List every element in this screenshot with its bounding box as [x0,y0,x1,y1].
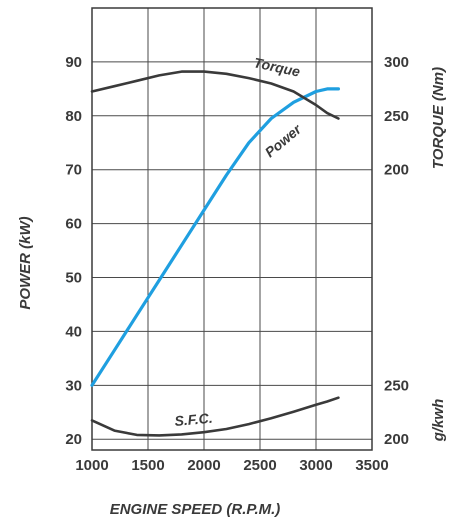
left-y-tick-label: 20 [65,431,82,448]
x-tick-label: 2000 [187,457,220,474]
right-y-tick-label-torque: 250 [384,108,409,125]
x-tick-label: 3000 [299,457,332,474]
right-bottom-axis-title: g/kwh [430,399,447,443]
power-line [90,87,340,387]
x-axis-title: ENGINE SPEED (R.P.M.) [110,501,281,518]
right-y-tick-label-torque: 200 [384,162,409,179]
x-tick-label: 3500 [355,457,388,474]
right-y-tick-label-torque: 300 [384,54,409,71]
left-axis-title: POWER (kW) [17,216,34,309]
sfc-line [90,396,340,437]
plot-frame [91,7,373,451]
right-y-tick-label-sfc: 250 [384,377,409,394]
tick-labels: 1000 1500 2000 2500 3000 3500 20 30 40 50 60 70 80 90… [65,54,409,474]
left-y-tick-label: 80 [65,108,82,125]
left-y-tick-label: 40 [65,323,82,340]
sfc-series-label: S.F.C. [174,410,213,429]
left-y-tick-label: 60 [65,216,82,233]
x-tick-label: 1000 [75,457,108,474]
x-tick-label: 1500 [131,457,164,474]
torque-line [90,70,340,120]
left-y-tick-label: 70 [65,162,82,179]
right-y-tick-label-sfc: 200 [384,431,409,448]
left-y-tick-label: 90 [65,54,82,71]
right-top-axis-title: TORQUE (Nm) [430,67,447,169]
x-tick-label: 2500 [243,457,276,474]
left-y-tick-label: 30 [65,377,82,394]
left-y-tick-label: 50 [65,270,82,287]
power-series-label: Power [262,120,306,160]
series-lines [90,70,340,437]
